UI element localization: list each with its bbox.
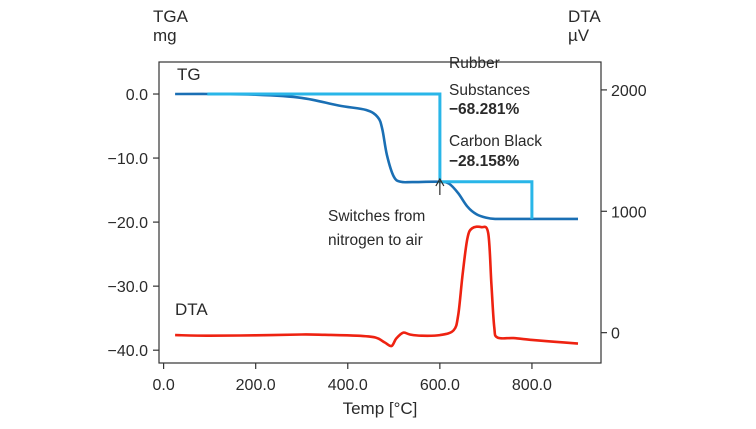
x-tick-label-3: 600.0 bbox=[420, 377, 460, 394]
dta-series-line bbox=[175, 225, 579, 348]
x-axis-title: Temp [°C] bbox=[343, 399, 418, 418]
y-left-tick-label-0: 0.0 bbox=[126, 87, 148, 104]
switch-arrow bbox=[435, 177, 445, 195]
x-tick-label-1: 200.0 bbox=[236, 377, 276, 394]
carbon-black-percent: −28.158% bbox=[449, 153, 519, 170]
plot-frame bbox=[158, 61, 602, 364]
switch-arrow-head bbox=[435, 177, 445, 187]
y-right-tick-label-1: 1000 bbox=[611, 204, 647, 221]
y-right-title-line2: µV bbox=[568, 26, 590, 45]
y-left-tick-label-3: −30.0 bbox=[108, 279, 149, 296]
switch-note-line1: Switches from bbox=[328, 208, 425, 225]
tg-series-line bbox=[175, 92, 578, 221]
y-left-tick-label-4: −40.0 bbox=[108, 343, 149, 360]
substances-label: Substances bbox=[449, 82, 530, 99]
y-left-tick-label-1: −10.0 bbox=[108, 151, 149, 168]
y-left-title-line2: mg bbox=[153, 26, 177, 45]
y-left-title-line1: TGA bbox=[153, 7, 189, 26]
y-right-title-line1: DTA bbox=[568, 7, 601, 26]
carbon-black-label: Carbon Black bbox=[449, 133, 542, 150]
rubber-percent: −68.281% bbox=[449, 101, 519, 118]
dta-series-label: DTA bbox=[175, 300, 208, 319]
tg-series-label: TG bbox=[177, 65, 201, 84]
rubber-label: Rubber bbox=[449, 55, 500, 72]
ticks-layer: 0.0 200.0 400.0 600.0 800.0 0.0 −10.0 −20.0 −30.… bbox=[108, 83, 647, 394]
switch-note-line2: nitrogen to air bbox=[328, 232, 423, 249]
y-right-tick-label-2: 0 bbox=[611, 326, 620, 343]
x-tick-label-4: 800.0 bbox=[512, 377, 552, 394]
x-tick-label-0: 0.0 bbox=[152, 377, 174, 394]
y-left-tick-label-2: −20.0 bbox=[108, 215, 149, 232]
x-tick-label-2: 400.0 bbox=[328, 377, 368, 394]
y-right-tick-label-0: 2000 bbox=[611, 83, 647, 100]
